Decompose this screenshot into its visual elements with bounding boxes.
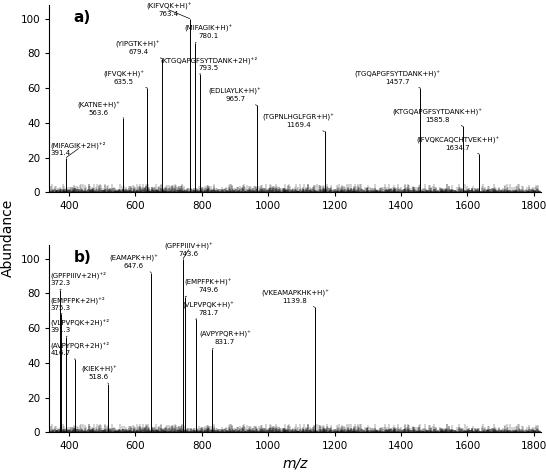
Text: (IFVQKCAQCHTVEK+H)⁺
1634.7: (IFVQKCAQCHTVEK+H)⁺ 1634.7 [416, 136, 499, 154]
Text: (KATNE+H)⁺
563.6: (KATNE+H)⁺ 563.6 [78, 102, 123, 118]
Text: (TGQAPGFSYTDANK+H)⁺
1457.7: (TGQAPGFSYTDANK+H)⁺ 1457.7 [355, 70, 441, 88]
Text: (EMPFPK+H)⁺
749.6: (EMPFPK+H)⁺ 749.6 [185, 279, 232, 297]
Text: (YIPGTK+H)⁺
679.4: (YIPGTK+H)⁺ 679.4 [116, 41, 162, 58]
Text: (GPFPIIIV+2H)⁺²
372.3: (GPFPIIIV+2H)⁺² 372.3 [51, 272, 107, 290]
Text: (IFVQK+H)⁺
635.5: (IFVQK+H)⁺ 635.5 [103, 70, 147, 88]
Text: (GPFPIIIV+H)⁺
743.6: (GPFPIIIV+H)⁺ 743.6 [164, 243, 213, 259]
Text: (EMPFPK+2H)⁺²
375.3: (EMPFPK+2H)⁺² 375.3 [51, 296, 105, 314]
Text: (KTGQAPGFSYTDANK+H)⁺
1585.8: (KTGQAPGFSYTDANK+H)⁺ 1585.8 [393, 109, 483, 126]
Text: (VKEAMAPKHK+H)⁺
1139.8: (VKEAMAPKHK+H)⁺ 1139.8 [261, 290, 329, 307]
X-axis label: m/z: m/z [282, 457, 307, 471]
Text: (KIEK+H)⁺
518.6: (KIEK+H)⁺ 518.6 [81, 366, 117, 384]
Text: (AVPYPQR+2H)⁺²
416.7: (AVPYPQR+2H)⁺² 416.7 [51, 342, 110, 359]
Text: (KTGQAPGFSYTDANK+2H)⁺²
793.5: (KTGQAPGFSYTDANK+2H)⁺² 793.5 [160, 56, 257, 74]
Text: (AVPYPQR+H)⁺
831.7: (AVPYPQR+H)⁺ 831.7 [199, 331, 251, 349]
Text: a): a) [74, 10, 91, 25]
Text: (EDLIAYLK+H)⁺
965.7: (EDLIAYLK+H)⁺ 965.7 [209, 88, 262, 105]
Text: (KIFVQK+H)⁺
763.4: (KIFVQK+H)⁺ 763.4 [146, 3, 192, 19]
Text: (MIFAGIK+2H)⁺²
391.4: (MIFAGIK+2H)⁺² 391.4 [51, 141, 106, 158]
Text: (EAMAPK+H)⁺
647.6: (EAMAPK+H)⁺ 647.6 [109, 255, 158, 273]
Text: (VLPVPQK+2H)⁺²
391.3: (VLPVPQK+2H)⁺² 391.3 [51, 319, 110, 337]
Text: (MIFAGIK+H)⁺
780.1: (MIFAGIK+H)⁺ 780.1 [185, 25, 233, 43]
Text: Abundance: Abundance [1, 199, 15, 276]
Text: (VLPVPQK+H)⁺
781.7: (VLPVPQK+H)⁺ 781.7 [182, 302, 234, 319]
Text: (TGPNLHGLFGR+H)⁺
1169.4: (TGPNLHGLFGR+H)⁺ 1169.4 [262, 114, 334, 132]
Text: b): b) [74, 250, 92, 266]
